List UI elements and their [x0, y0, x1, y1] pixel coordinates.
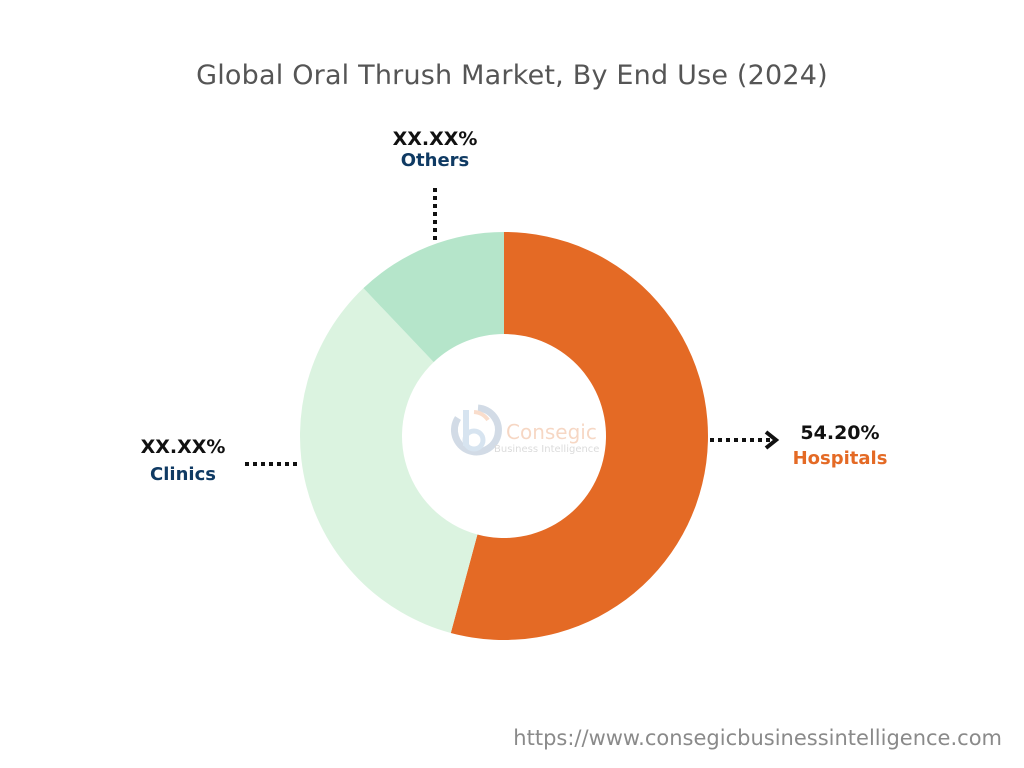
slice-others: [363, 232, 504, 363]
label-hospitals: 54.20% Hospitals: [765, 422, 915, 469]
arrow-head-icon: [764, 430, 780, 450]
clinics-name: Clinics: [150, 464, 216, 485]
others-name: Others: [400, 150, 470, 171]
others-value: XX.XX%: [392, 128, 478, 150]
hospitals-value: 54.20%: [800, 422, 880, 444]
source-url: https://www.consegicbusinessintelligence…: [513, 726, 1002, 750]
label-others: XX.XX% Others: [360, 128, 510, 171]
slice-clinics: [300, 288, 478, 633]
watermark-line2: Business Intelligence: [494, 444, 599, 455]
hospitals-name: Hospitals: [792, 448, 888, 469]
watermark-line1: Consegic: [506, 420, 597, 444]
clinics-value: XX.XX%: [140, 436, 226, 458]
chart-title: Global Oral Thrush Market, By End Use (2…: [196, 60, 828, 91]
label-clinics: XX.XX% Clinics: [108, 436, 258, 485]
slice-hospitals: [450, 232, 708, 640]
watermark-logo: Consegic Business Intelligence: [451, 404, 599, 456]
